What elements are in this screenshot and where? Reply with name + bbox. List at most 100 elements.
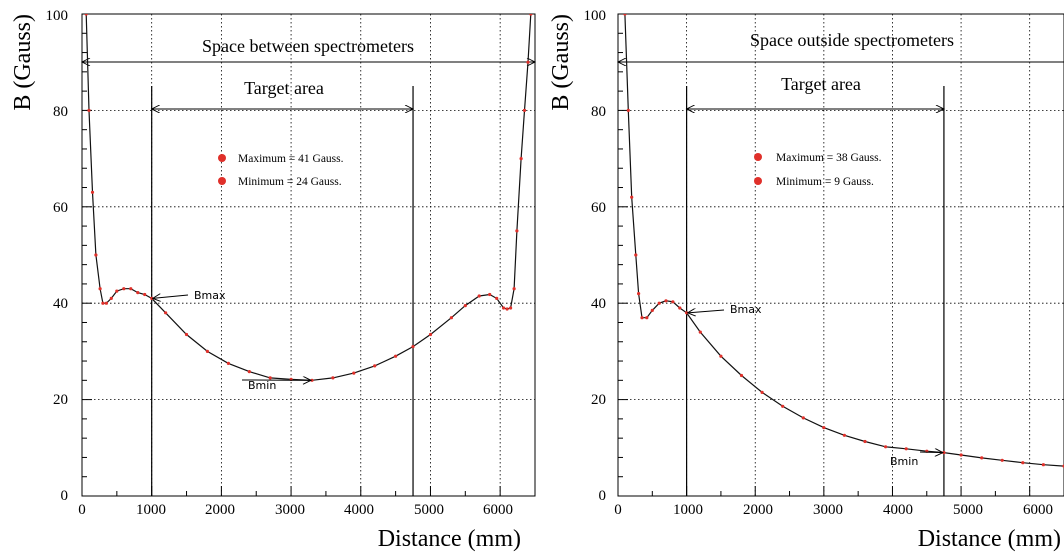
left-data-point (515, 229, 519, 233)
left-xtick-0: 0 (78, 502, 86, 518)
left-data-point (463, 304, 467, 308)
right-data-point (760, 390, 764, 394)
right-ytick-0: 0 (599, 488, 607, 504)
left-space-label: Space between spectrometers (202, 36, 414, 56)
right-xtick-1000: 1000 (673, 502, 703, 518)
left-xtick-1000: 1000 (136, 502, 166, 518)
left-data-point (268, 376, 272, 380)
right-data-point (637, 292, 641, 296)
left-ytick-100: 100 (46, 8, 69, 24)
left-data-point (529, 14, 533, 16)
right-data-point (630, 195, 634, 199)
left-data-point (184, 332, 189, 337)
left-data-point (109, 296, 113, 300)
right-data-point (884, 445, 888, 449)
right-plot-layer (617, 13, 1064, 497)
right-data-point (863, 439, 867, 444)
right-data-point (634, 253, 638, 257)
left-bmax-arrow (153, 295, 189, 298)
right-xtick-0: 0 (614, 502, 622, 518)
left-plot-frame (81, 13, 536, 497)
left-ytick-20: 20 (53, 392, 68, 408)
left-target-label: Target area (244, 78, 324, 98)
right-ytick-100: 100 (584, 8, 607, 24)
right-xtick-4000: 4000 (883, 502, 913, 518)
left-data-point (519, 157, 523, 161)
left-data-point (94, 253, 98, 257)
right-xtick-5000: 5000 (953, 502, 983, 518)
right-bmin-label: Bmin (890, 455, 918, 468)
right-data-point (626, 108, 630, 112)
left-data-point (509, 306, 513, 310)
left-data-point (428, 332, 433, 337)
right-data-point (698, 330, 702, 334)
left-data-point (522, 108, 527, 112)
right-data-point (650, 308, 654, 312)
left-xtick-4000: 4000 (344, 502, 374, 518)
right-ytick-60: 60 (591, 200, 606, 216)
right-ytick-20: 20 (591, 392, 606, 408)
right-bmax-label: Bmax (730, 303, 762, 316)
left-data-point (526, 60, 530, 64)
right-data-point (664, 299, 668, 303)
right-y-axis-label: B (Gauss) (548, 14, 574, 111)
left-data-point (136, 291, 140, 295)
right-xtick-6000: 6000 (1023, 502, 1053, 518)
left-data-point (205, 349, 209, 353)
left-legend-max: Maximum = 41 Gauss. (238, 153, 344, 165)
right-data-point (623, 14, 627, 16)
right-data-point (645, 316, 649, 320)
left-chart-panel: 0 20 40 60 80 100 0 1000 2000 3000 4000 … (10, 8, 535, 552)
right-chart-panel: 0 20 40 60 80 100 0 1000 2000 3000 4000 … (548, 8, 1064, 552)
left-data-point (477, 294, 481, 298)
left-ytick-80: 80 (53, 104, 68, 120)
left-data-point (90, 190, 95, 194)
right-data-point (959, 453, 963, 457)
left-xtick-2000: 2000 (205, 502, 235, 518)
left-data-point (373, 364, 377, 368)
right-data-point (1041, 463, 1045, 467)
left-data-point (84, 14, 88, 16)
right-plot-frame (617, 13, 1064, 497)
right-data-point (801, 416, 805, 420)
left-data-point (495, 296, 499, 300)
left-data-point (502, 306, 506, 310)
left-xtick-6000: 6000 (483, 502, 513, 518)
left-data-point (352, 371, 356, 375)
right-xtick-3000: 3000 (813, 502, 843, 518)
right-ytick-80: 80 (591, 104, 606, 120)
left-data-point (164, 311, 168, 315)
right-bmin-arrow (919, 452, 943, 453)
right-legend-marker-min (754, 177, 762, 185)
left-data-point (129, 287, 133, 291)
left-data-point (411, 345, 415, 349)
right-data-point (842, 433, 847, 437)
left-data-point (226, 361, 230, 365)
right-data-point (739, 373, 744, 378)
right-x-axis-label: Distance (mm) (918, 526, 1061, 552)
left-x-axis-label: Distance (mm) (378, 526, 521, 552)
right-ytick-40: 40 (591, 296, 606, 312)
right-data-point (904, 447, 908, 451)
right-data-point (1021, 461, 1025, 465)
right-space-label: Space outside spectrometers (750, 30, 954, 50)
left-data-point (505, 307, 509, 311)
left-plot-layer (81, 13, 536, 497)
left-legend-min: Minimum = 24 Gauss. (238, 176, 342, 188)
left-data-point (98, 287, 102, 291)
right-data-point (822, 426, 826, 430)
right-legend-min: Minimum = 9 Gauss. (776, 176, 874, 188)
left-bmax-label: Bmax (194, 289, 226, 302)
right-data-point (781, 404, 785, 408)
left-xtick-5000: 5000 (414, 502, 444, 518)
left-data-point (122, 287, 126, 291)
left-data-point (488, 292, 492, 297)
right-data-point (640, 316, 644, 320)
right-xtick-2000: 2000 (743, 502, 773, 518)
left-data-point (115, 289, 119, 293)
left-ytick-60: 60 (53, 200, 68, 216)
left-data-point (101, 301, 105, 305)
left-series-line (85, 14, 532, 381)
left-data-point (143, 292, 147, 297)
